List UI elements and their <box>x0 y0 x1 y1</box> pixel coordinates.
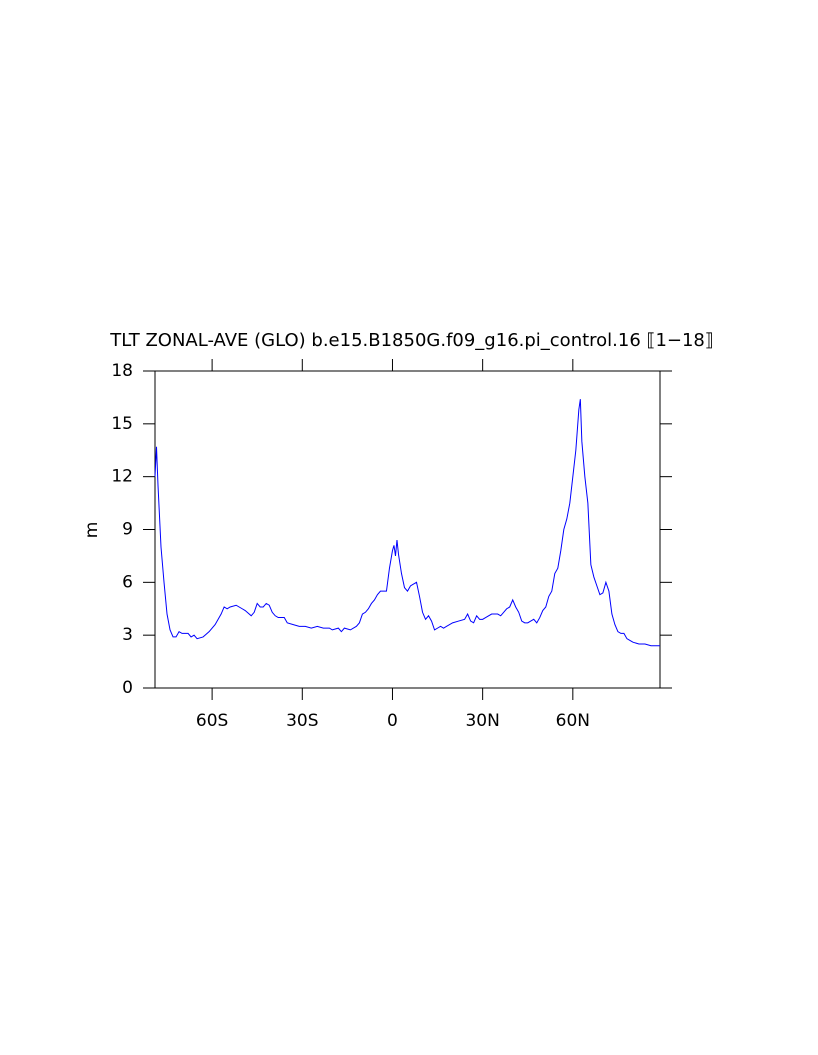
y-tick-label: 18 <box>111 361 133 381</box>
data-line <box>154 399 660 647</box>
x-tick-label: 30N <box>465 711 499 731</box>
y-tick-label: 15 <box>111 414 133 434</box>
x-tick-label: 0 <box>387 711 398 731</box>
y-tick-label: 6 <box>122 572 133 592</box>
x-tick-label: 60N <box>556 711 590 731</box>
y-tick-label: 0 <box>122 678 133 698</box>
y-tick-label: 9 <box>122 520 133 540</box>
x-tick-label: 30S <box>286 711 318 731</box>
plot-frame <box>154 370 661 689</box>
y-tick-label: 12 <box>111 467 133 487</box>
x-tick-label: 60S <box>196 711 228 731</box>
y-axis-label: m <box>82 522 102 539</box>
chart-title: TLT ZONAL-AVE (GLO) b.e15.B1850G.f09_g16… <box>109 330 714 351</box>
y-tick-label: 3 <box>122 625 133 645</box>
